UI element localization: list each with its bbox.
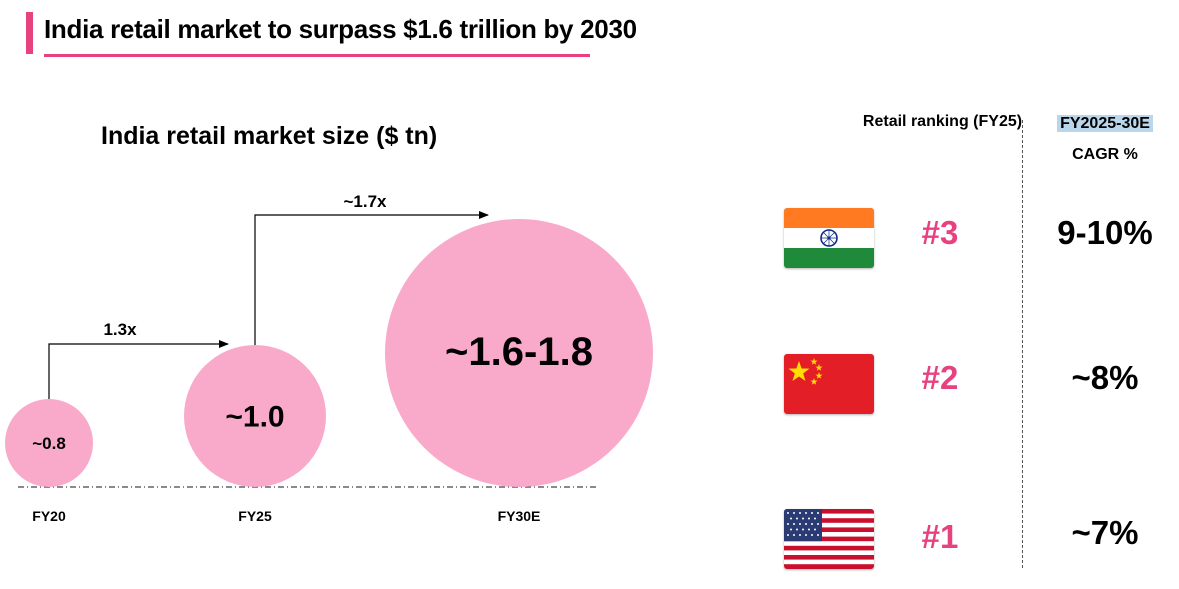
cagr-label: CAGR % [1072,146,1138,163]
cagr-header: FY2025-30E CAGR % [1040,108,1170,170]
china-flag-icon [784,354,874,414]
category-label-fy25: FY25 [238,508,272,524]
bubble-fy20 [5,399,93,487]
value-label-fy30e: ~1.6-1.8 [445,330,593,374]
bubble-chart: ~0.8 FY20 ~1.0 FY25 ~1.6-1.8 FY30E 1.3x ~1.7x [5,192,653,524]
ranking-header: Retail ranking (FY25) [860,106,1025,137]
title-underline [44,54,590,57]
category-label-fy20: FY20 [32,508,66,524]
growth-arrow-1 [48,340,229,399]
category-label-fy30e: FY30E [498,508,541,524]
growth-arrow-2 [254,211,489,345]
cagr-india: 9-10% [1057,214,1153,251]
value-label-fy20: ~0.8 [32,434,66,453]
bubble-fy25 [184,345,326,487]
title-accent-bar [26,12,33,54]
growth-label-1: 1.3x [103,320,137,339]
column-divider [1022,120,1023,568]
value-label-fy25: ~1.0 [225,401,284,434]
usa-flag-icon [784,509,874,569]
chart-title: India retail market size ($ tn) [101,122,438,150]
india-flag-icon [784,208,874,268]
rank-india: #3 [921,214,959,251]
cagr-china: ~8% [1071,359,1139,396]
rank-usa: #1 [921,518,959,555]
page-title: India retail market to surpass $1.6 tril… [44,14,637,44]
growth-label-2: ~1.7x [343,192,387,211]
bubble-fy30e [385,219,653,487]
rank-china: #2 [921,359,959,396]
cagr-usa: ~7% [1071,514,1139,551]
cagr-period-label: FY2025-30E [1057,115,1153,132]
ranking-header-label: Retail ranking (FY25) [862,113,1023,130]
